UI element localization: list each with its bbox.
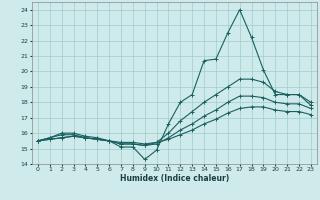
X-axis label: Humidex (Indice chaleur): Humidex (Indice chaleur) [120,174,229,183]
